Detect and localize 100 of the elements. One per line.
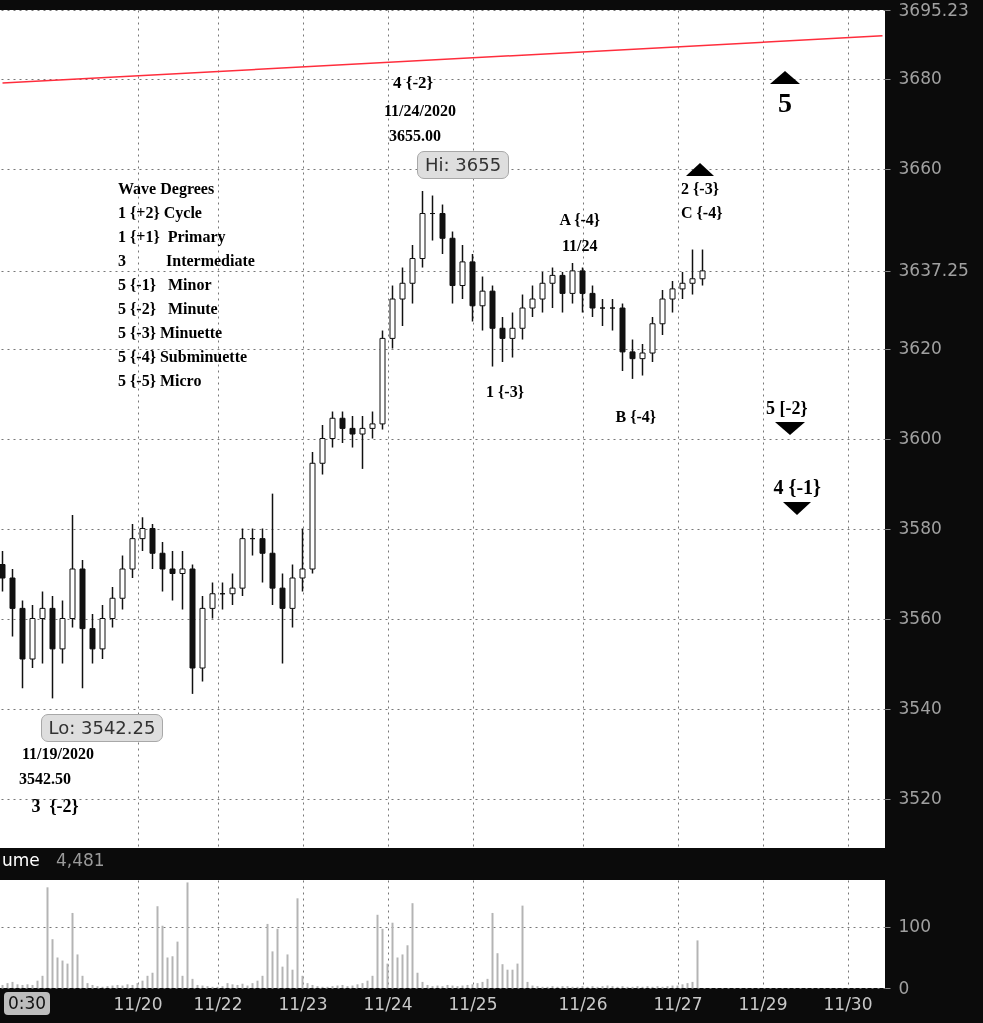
bar [196, 984, 199, 988]
y-tick-label: 3560 [898, 608, 942, 629]
bar [141, 980, 144, 988]
bar [21, 984, 24, 988]
candlestick [209, 581, 216, 620]
bar [161, 925, 164, 988]
bar [51, 939, 54, 988]
bar [421, 981, 424, 988]
bar [11, 981, 14, 988]
bar [76, 954, 79, 988]
bar [131, 984, 134, 988]
annotation: 5 {-3} Minuette [118, 324, 223, 341]
bar [41, 975, 44, 988]
candlestick [669, 280, 676, 314]
bar [526, 981, 529, 988]
bar [46, 887, 49, 988]
annotation: Lo: 3542.25 [40, 714, 164, 742]
annotation: 5 {-2} Minute [118, 300, 218, 317]
bar [416, 972, 419, 988]
bar [691, 981, 694, 988]
annotation: Hi: 3655 [417, 151, 510, 179]
candlestick [89, 613, 96, 665]
bar [471, 984, 474, 988]
bar [146, 975, 149, 988]
bar [126, 984, 129, 988]
bar [71, 912, 74, 988]
candlestick [459, 244, 466, 300]
bar [466, 984, 469, 988]
annotation: 5 {-5} Micro [118, 372, 202, 389]
bar [56, 957, 59, 988]
text: 0:30 [4, 992, 51, 1015]
x-tick-label: 11/27 [653, 993, 703, 1014]
candlestick [599, 298, 606, 327]
x-tick-label: 11/20 [113, 993, 163, 1014]
bar [341, 984, 344, 988]
bar [256, 980, 259, 988]
y-tick-label: 3680 [898, 68, 942, 89]
bar [371, 975, 374, 988]
annotation: 11/24/2020 [384, 102, 457, 119]
x-tick-label: 11/22 [193, 993, 243, 1014]
annotation: A {-4} [559, 211, 601, 228]
bar [506, 969, 509, 988]
bar [231, 984, 234, 988]
annotation: C {-4} [681, 204, 723, 221]
bar [6, 983, 9, 988]
annotation: 5 [-2} [766, 398, 808, 418]
candlestick [559, 271, 566, 314]
annotation: 5 [778, 87, 792, 118]
bar [381, 928, 384, 988]
bar [31, 984, 34, 988]
candlestick [349, 415, 356, 449]
candlestick [679, 271, 686, 300]
annotation: Wave Degrees [118, 180, 215, 197]
y-tick-label: 3600 [898, 428, 942, 449]
bar [236, 984, 239, 988]
text: 4,481 [56, 850, 105, 870]
bar [36, 980, 39, 988]
candlestick [259, 527, 266, 584]
candlestick [39, 590, 46, 665]
candlestick [0, 550, 6, 593]
bar [156, 906, 159, 988]
bar [81, 975, 84, 988]
candlestick [569, 262, 576, 305]
candlestick [399, 266, 406, 327]
bar [516, 963, 519, 988]
candlestick [579, 266, 586, 314]
annotation: 11/24 [562, 237, 598, 254]
bar [226, 983, 229, 988]
bar [281, 966, 284, 988]
bar [91, 984, 94, 988]
y-tick-label: 3580 [898, 518, 942, 539]
bar [411, 903, 414, 988]
bar [446, 984, 449, 988]
x-tick-label: 11/30 [823, 993, 873, 1014]
annotation: 4 {-2} [393, 72, 434, 92]
bar [186, 882, 189, 988]
y-tick-label: 3620 [898, 338, 942, 359]
bar [296, 898, 299, 988]
bar [166, 957, 169, 988]
bar [521, 905, 524, 988]
candlestick [549, 266, 556, 309]
y-tick-label: 3520 [898, 788, 942, 808]
bar [251, 983, 254, 988]
bar [176, 941, 179, 988]
y-tick-label: 100 [898, 916, 931, 937]
bar [426, 984, 429, 988]
bar [481, 981, 484, 988]
x-tick-label: 11/25 [448, 993, 498, 1014]
annotation: 11/19/2020 [22, 745, 95, 762]
bar [291, 969, 294, 988]
bar [261, 975, 264, 988]
bar [311, 984, 314, 988]
y-tick-label: 3695.23 [898, 0, 969, 20]
bar [191, 978, 194, 988]
annotation: 5 {-4} Subminuette [118, 348, 248, 365]
bar [376, 914, 379, 988]
candlestick [509, 311, 516, 359]
bar [391, 922, 394, 988]
candlestick [159, 541, 166, 593]
annotation: 5 {-1} Minor [118, 276, 212, 293]
